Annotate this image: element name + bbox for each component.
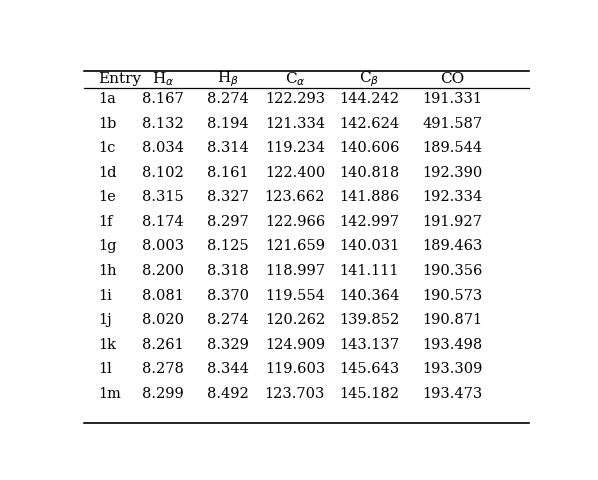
Text: 1l: 1l [98, 362, 112, 376]
Text: 122.400: 122.400 [265, 166, 325, 180]
Text: 140.364: 140.364 [339, 288, 399, 302]
Text: 1i: 1i [98, 288, 112, 302]
Text: 122.293: 122.293 [265, 92, 325, 106]
Text: 122.966: 122.966 [265, 215, 325, 229]
Text: 193.473: 193.473 [422, 387, 483, 401]
Text: H$_{\alpha}$: H$_{\alpha}$ [152, 71, 174, 88]
Text: 121.334: 121.334 [265, 117, 325, 131]
Text: 140.606: 140.606 [339, 141, 399, 155]
Text: 8.327: 8.327 [207, 190, 249, 204]
Text: H$_{\beta}$: H$_{\beta}$ [216, 70, 239, 89]
Text: 1f: 1f [98, 215, 112, 229]
Text: 8.194: 8.194 [207, 117, 249, 131]
Text: 8.200: 8.200 [142, 264, 184, 278]
Text: 144.242: 144.242 [339, 92, 399, 106]
Text: 141.111: 141.111 [339, 264, 399, 278]
Text: 190.356: 190.356 [422, 264, 483, 278]
Text: 8.314: 8.314 [207, 141, 249, 155]
Text: 139.852: 139.852 [339, 313, 399, 327]
Text: C$_{\alpha}$: C$_{\alpha}$ [285, 71, 305, 88]
Text: 8.297: 8.297 [207, 215, 249, 229]
Text: 8.167: 8.167 [142, 92, 184, 106]
Text: 123.662: 123.662 [265, 190, 325, 204]
Text: 191.331: 191.331 [422, 92, 483, 106]
Text: 8.081: 8.081 [142, 288, 184, 302]
Text: 8.318: 8.318 [207, 264, 249, 278]
Text: 142.997: 142.997 [339, 215, 399, 229]
Text: 118.997: 118.997 [265, 264, 325, 278]
Text: 8.020: 8.020 [142, 313, 184, 327]
Text: 192.390: 192.390 [422, 166, 483, 180]
Text: C$_{\beta}$: C$_{\beta}$ [359, 70, 379, 89]
Text: 8.492: 8.492 [207, 387, 249, 401]
Text: 8.003: 8.003 [142, 240, 184, 253]
Text: 140.031: 140.031 [339, 240, 399, 253]
Text: 8.278: 8.278 [142, 362, 184, 376]
Text: 123.703: 123.703 [265, 387, 325, 401]
Text: 8.102: 8.102 [142, 166, 184, 180]
Text: 8.161: 8.161 [207, 166, 249, 180]
Text: 145.643: 145.643 [339, 362, 399, 376]
Text: 8.274: 8.274 [207, 92, 249, 106]
Text: 145.182: 145.182 [339, 387, 399, 401]
Text: 8.174: 8.174 [142, 215, 184, 229]
Text: 193.498: 193.498 [422, 338, 483, 352]
Text: 140.818: 140.818 [339, 166, 399, 180]
Text: 141.886: 141.886 [339, 190, 399, 204]
Text: 192.334: 192.334 [422, 190, 483, 204]
Text: 1j: 1j [98, 313, 112, 327]
Text: 8.125: 8.125 [207, 240, 249, 253]
Text: 8.274: 8.274 [207, 313, 249, 327]
Text: 1a: 1a [98, 92, 116, 106]
Text: CO: CO [440, 72, 465, 86]
Text: 121.659: 121.659 [265, 240, 325, 253]
Text: Entry: Entry [98, 72, 141, 86]
Text: 189.463: 189.463 [422, 240, 483, 253]
Text: 124.909: 124.909 [265, 338, 325, 352]
Text: 191.927: 191.927 [423, 215, 483, 229]
Text: 8.261: 8.261 [142, 338, 184, 352]
Text: 8.034: 8.034 [142, 141, 184, 155]
Text: 142.624: 142.624 [339, 117, 399, 131]
Text: 8.344: 8.344 [207, 362, 249, 376]
Text: 8.370: 8.370 [207, 288, 249, 302]
Text: 1b: 1b [98, 117, 116, 131]
Text: 8.329: 8.329 [207, 338, 249, 352]
Text: 119.234: 119.234 [265, 141, 325, 155]
Text: 1g: 1g [98, 240, 117, 253]
Text: 491.587: 491.587 [422, 117, 483, 131]
Text: 1e: 1e [98, 190, 115, 204]
Text: 8.299: 8.299 [142, 387, 184, 401]
Text: 1h: 1h [98, 264, 117, 278]
Text: 8.315: 8.315 [142, 190, 184, 204]
Text: 193.309: 193.309 [422, 362, 483, 376]
Text: 120.262: 120.262 [265, 313, 325, 327]
Text: 119.603: 119.603 [265, 362, 325, 376]
Text: 190.573: 190.573 [422, 288, 483, 302]
Text: 1d: 1d [98, 166, 117, 180]
Text: 1m: 1m [98, 387, 121, 401]
Text: 190.871: 190.871 [422, 313, 483, 327]
Text: 1c: 1c [98, 141, 115, 155]
Text: 8.132: 8.132 [142, 117, 184, 131]
Text: 143.137: 143.137 [339, 338, 399, 352]
Text: 1k: 1k [98, 338, 116, 352]
Text: 189.544: 189.544 [422, 141, 483, 155]
Text: 119.554: 119.554 [265, 288, 325, 302]
